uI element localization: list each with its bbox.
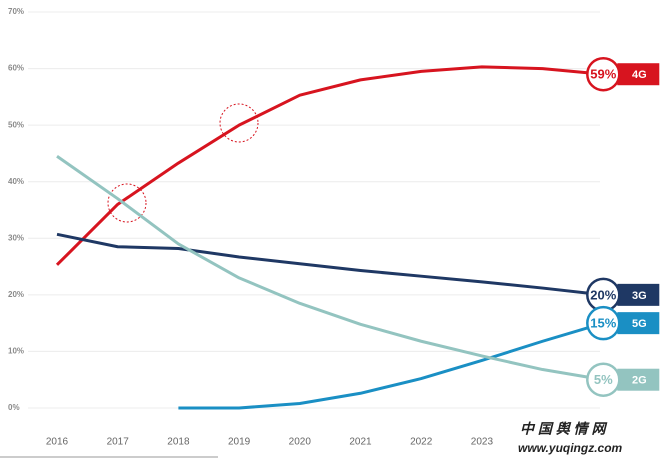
data-label: 5% (594, 372, 613, 387)
highlight-circle (219, 103, 259, 143)
y-tick-label: 20% (8, 290, 24, 299)
data-label: 20% (590, 287, 616, 302)
series-line (56, 155, 604, 382)
x-tick-label: 2023 (471, 437, 494, 448)
series-tag (617, 312, 660, 335)
y-tick-label: 30% (8, 233, 24, 242)
y-tick-label: 10% (8, 347, 24, 356)
end-marker (586, 305, 621, 341)
watermark: 中 国 舆 情 网 (520, 421, 608, 437)
legend-label: 2G (632, 375, 647, 387)
x-tick-label: 2018 (167, 437, 190, 448)
y-tick-label: 70% (8, 7, 24, 16)
series-tag (617, 63, 660, 86)
y-tick-label: 60% (8, 64, 24, 73)
series-line (55, 65, 604, 266)
legend-label: 3G (632, 290, 647, 302)
x-tick-label: 2016 (46, 437, 69, 448)
end-marker (586, 362, 621, 397)
series-line (56, 232, 604, 297)
legend-label: 5G (632, 318, 647, 330)
watermark-url: www.yuqingz.com (518, 441, 623, 455)
highlight-circle (107, 183, 147, 223)
x-tick-label: 2017 (107, 437, 130, 448)
data-label: 15% (590, 316, 616, 331)
series-tag (617, 368, 660, 391)
end-marker (586, 56, 621, 92)
x-tick-label: 2021 (349, 437, 372, 448)
series-tag (617, 283, 660, 306)
y-tick-label: 0% (8, 403, 20, 412)
y-tick-label: 50% (8, 120, 24, 129)
x-tick-label: 2022 (410, 437, 433, 448)
series-line (178, 321, 604, 410)
legend-label: 4G (632, 69, 647, 81)
x-tick-label: 2020 (289, 437, 312, 448)
data-label: 59% (590, 67, 616, 82)
y-tick-label: 40% (8, 177, 24, 186)
x-tick-label: 2019 (228, 437, 251, 448)
